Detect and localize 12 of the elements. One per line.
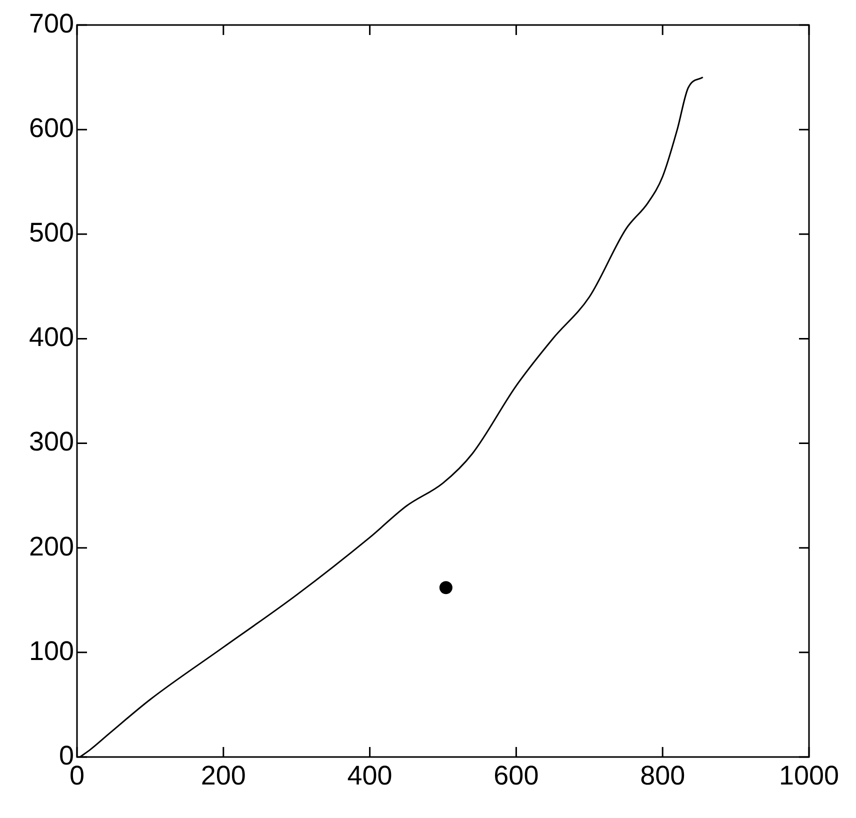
x-tick-label: 800 — [640, 760, 686, 791]
y-tick-label: 700 — [28, 8, 74, 38]
x-tick-label: 1000 — [778, 760, 840, 791]
x-tick-label: 200 — [200, 760, 246, 791]
x-tick-label: 400 — [347, 760, 392, 791]
y-tick-label: 600 — [28, 113, 74, 144]
y-tick-label: 200 — [28, 531, 74, 562]
y-tick-label: 400 — [28, 322, 74, 352]
y-tick-label: 100 — [28, 636, 74, 666]
y-tick-label: 300 — [28, 426, 74, 457]
y-tick-label: 500 — [28, 218, 74, 248]
x-tick-label: 600 — [494, 760, 539, 791]
